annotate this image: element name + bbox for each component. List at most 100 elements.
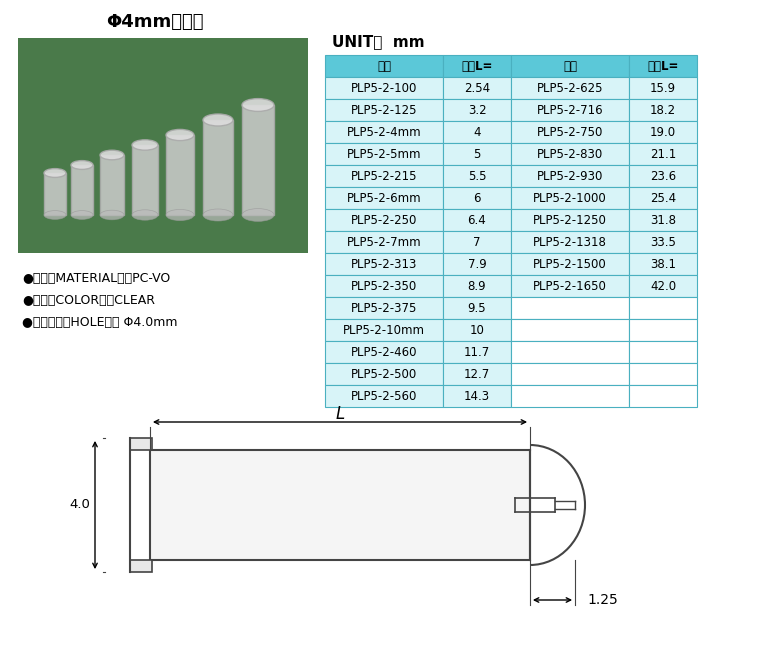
- Text: PLP5-2-1650: PLP5-2-1650: [533, 279, 607, 292]
- Bar: [511, 143, 629, 165]
- Ellipse shape: [71, 160, 93, 170]
- Text: 18.2: 18.2: [650, 104, 676, 116]
- Text: PLP5-2-375: PLP5-2-375: [351, 302, 417, 315]
- Bar: [325, 231, 443, 253]
- Bar: [629, 231, 697, 253]
- Text: 7: 7: [474, 235, 480, 248]
- Ellipse shape: [242, 99, 274, 112]
- Bar: [511, 275, 629, 297]
- Ellipse shape: [166, 210, 194, 221]
- Bar: [511, 385, 629, 407]
- Bar: [443, 77, 511, 99]
- Text: ●配合孔径（HOLE）： Φ4.0mm: ●配合孔径（HOLE）： Φ4.0mm: [22, 315, 177, 328]
- Bar: [443, 363, 511, 385]
- Text: UNIT：  mm: UNIT： mm: [332, 35, 425, 49]
- Bar: [511, 165, 629, 187]
- Bar: [443, 55, 511, 77]
- Bar: [511, 99, 629, 121]
- Bar: [629, 187, 697, 209]
- Text: PLP5-2-7mm: PLP5-2-7mm: [347, 235, 422, 248]
- Text: 12.7: 12.7: [464, 367, 490, 380]
- Text: PLP5-2-313: PLP5-2-313: [351, 258, 417, 271]
- Bar: [443, 253, 511, 275]
- Ellipse shape: [242, 209, 274, 221]
- Bar: [325, 99, 443, 121]
- Text: 6.4: 6.4: [467, 214, 487, 227]
- Bar: [203, 120, 233, 215]
- Ellipse shape: [203, 114, 233, 126]
- Bar: [325, 143, 443, 165]
- Bar: [18, 38, 308, 253]
- Bar: [166, 135, 194, 215]
- Bar: [511, 77, 629, 99]
- Text: 型号: 型号: [377, 60, 391, 72]
- Bar: [325, 363, 443, 385]
- Text: ●颜色（COLOR）：CLEAR: ●颜色（COLOR）：CLEAR: [22, 294, 155, 307]
- Text: PLP5-2-10mm: PLP5-2-10mm: [343, 323, 425, 336]
- Text: 42.0: 42.0: [650, 279, 676, 292]
- Text: 1.25: 1.25: [587, 593, 618, 607]
- Text: 31.8: 31.8: [650, 214, 676, 227]
- Text: 19.0: 19.0: [650, 125, 676, 139]
- Ellipse shape: [100, 210, 124, 220]
- Bar: [629, 341, 697, 363]
- Bar: [629, 165, 697, 187]
- Bar: [71, 165, 93, 215]
- Ellipse shape: [71, 211, 93, 219]
- Bar: [325, 187, 443, 209]
- Bar: [325, 385, 443, 407]
- Bar: [325, 319, 443, 341]
- Text: 5: 5: [474, 148, 480, 160]
- Bar: [629, 275, 697, 297]
- Bar: [325, 121, 443, 143]
- Text: 2.54: 2.54: [464, 81, 490, 95]
- Bar: [325, 77, 443, 99]
- Bar: [132, 145, 158, 215]
- Text: 9.5: 9.5: [467, 302, 487, 315]
- Bar: [629, 55, 697, 77]
- Bar: [443, 385, 511, 407]
- Text: 5.5: 5.5: [467, 170, 487, 183]
- Bar: [443, 99, 511, 121]
- Ellipse shape: [166, 129, 194, 141]
- Text: 23.6: 23.6: [650, 170, 676, 183]
- Text: PLP5-2-250: PLP5-2-250: [351, 214, 417, 227]
- Text: ●材质（MATERIAL）：PC-VO: ●材质（MATERIAL）：PC-VO: [22, 271, 171, 284]
- Text: 33.5: 33.5: [650, 235, 676, 248]
- Bar: [130, 560, 152, 572]
- Bar: [443, 143, 511, 165]
- Text: PLP5-2-625: PLP5-2-625: [537, 81, 604, 95]
- Text: 型号: 型号: [563, 60, 577, 72]
- Bar: [100, 155, 124, 215]
- Text: PLP5-2-560: PLP5-2-560: [351, 390, 417, 403]
- Bar: [511, 187, 629, 209]
- Text: 4.0: 4.0: [69, 499, 90, 512]
- Bar: [511, 253, 629, 275]
- Text: 11.7: 11.7: [464, 346, 490, 359]
- Text: PLP5-2-716: PLP5-2-716: [537, 104, 604, 116]
- Bar: [325, 209, 443, 231]
- Bar: [443, 341, 511, 363]
- Text: PLP5-2-1250: PLP5-2-1250: [533, 214, 607, 227]
- Ellipse shape: [203, 209, 233, 221]
- Bar: [443, 231, 511, 253]
- Bar: [511, 341, 629, 363]
- Bar: [443, 209, 511, 231]
- Text: PLP5-2-6mm: PLP5-2-6mm: [347, 191, 422, 204]
- Ellipse shape: [132, 140, 158, 150]
- Text: 8.9: 8.9: [467, 279, 487, 292]
- Text: 长度L=: 长度L=: [647, 60, 679, 72]
- Bar: [511, 209, 629, 231]
- Bar: [629, 319, 697, 341]
- Bar: [629, 121, 697, 143]
- Text: 25.4: 25.4: [650, 191, 676, 204]
- Text: 21.1: 21.1: [650, 148, 676, 160]
- Text: 7.9: 7.9: [467, 258, 487, 271]
- Bar: [629, 99, 697, 121]
- Ellipse shape: [100, 150, 124, 160]
- Bar: [150, 450, 530, 560]
- Bar: [130, 438, 152, 450]
- Bar: [511, 231, 629, 253]
- Bar: [325, 165, 443, 187]
- Text: PLP5-2-1318: PLP5-2-1318: [533, 235, 607, 248]
